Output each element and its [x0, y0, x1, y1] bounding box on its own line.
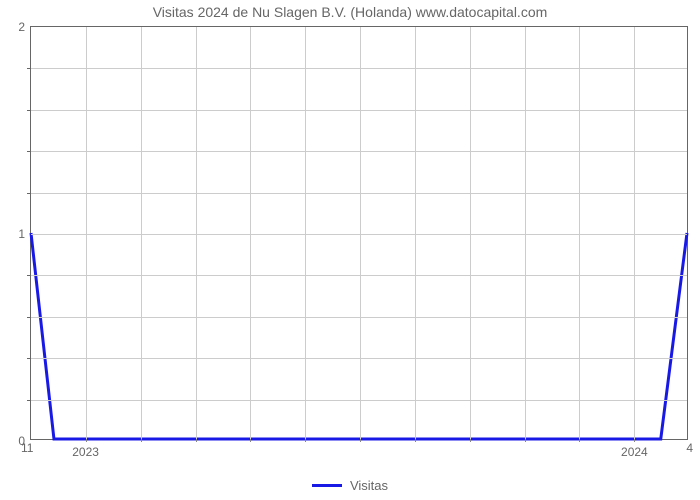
grid-line-horizontal-minor: [31, 358, 687, 359]
y-tick-label: 0: [18, 434, 25, 448]
grid-line-vertical: [196, 27, 197, 439]
x-minor-tick: [141, 439, 142, 442]
x-minor-tick: [86, 439, 87, 442]
grid-line-vertical: [250, 27, 251, 439]
grid-line-horizontal-minor: [31, 400, 687, 401]
grid-line-vertical: [360, 27, 361, 439]
x-tick-label: 2024: [621, 445, 648, 459]
x-minor-tick: [525, 439, 526, 442]
y-tick-label: 2: [18, 20, 25, 34]
grid-line-vertical: [579, 27, 580, 439]
grid-line-vertical: [470, 27, 471, 439]
grid-line-horizontal-minor: [31, 68, 687, 69]
grid-line-horizontal-minor: [31, 275, 687, 276]
grid-line-vertical: [525, 27, 526, 439]
chart-container: Visitas 2024 de Nu Slagen B.V. (Holanda)…: [0, 0, 700, 500]
grid-line-horizontal-minor: [31, 151, 687, 152]
chart-title: Visitas 2024 de Nu Slagen B.V. (Holanda)…: [0, 4, 700, 20]
x-minor-tick: [415, 439, 416, 442]
x-minor-tick: [305, 439, 306, 442]
grid-line-vertical: [141, 27, 142, 439]
x-minor-tick: [634, 439, 635, 442]
grid-line-vertical: [86, 27, 87, 439]
plot-area: 11 4 01220232024: [30, 26, 688, 440]
grid-line-horizontal-minor: [31, 193, 687, 194]
grid-line-horizontal: [31, 234, 687, 235]
x-minor-tick: [250, 439, 251, 442]
legend-label: Visitas: [350, 478, 388, 493]
legend-swatch: [312, 484, 342, 487]
grid-line-vertical: [634, 27, 635, 439]
x-minor-tick: [579, 439, 580, 442]
x-right-edge-label: 4: [686, 441, 693, 455]
grid-line-vertical: [305, 27, 306, 439]
x-minor-tick: [360, 439, 361, 442]
grid-line-horizontal-minor: [31, 317, 687, 318]
x-tick-label: 2023: [72, 445, 99, 459]
legend: Visitas: [0, 478, 700, 493]
grid-line-vertical: [415, 27, 416, 439]
x-minor-tick: [470, 439, 471, 442]
x-minor-tick: [196, 439, 197, 442]
y-tick-label: 1: [18, 227, 25, 241]
grid-line-horizontal-minor: [31, 110, 687, 111]
line-series: [31, 27, 687, 439]
